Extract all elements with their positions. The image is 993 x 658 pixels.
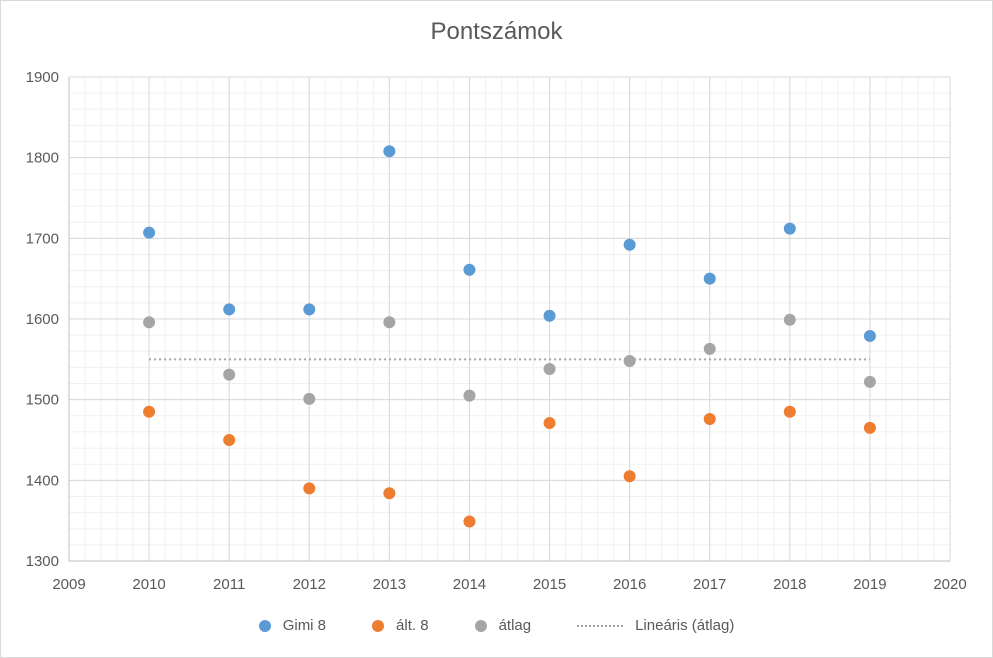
legend-label-series-0: Gimi 8 <box>282 617 327 634</box>
x-tick-label: 2015 <box>533 576 566 593</box>
x-tick-label: 2012 <box>293 576 326 593</box>
legend-marker-series-1 <box>372 619 385 632</box>
x-tick-label: 2020 <box>933 576 966 593</box>
data-point-series-0 <box>703 272 716 285</box>
data-point-series-2 <box>543 363 556 376</box>
x-tick-label: 2010 <box>132 576 165 593</box>
data-point-series-2 <box>223 368 236 381</box>
legend-item-series-2: átlag <box>474 617 532 634</box>
data-point-series-0 <box>463 263 476 276</box>
data-point-series-2 <box>303 392 316 405</box>
data-point-series-0 <box>543 309 556 322</box>
data-point-series-0 <box>863 329 876 342</box>
data-point-series-2 <box>863 375 876 388</box>
data-point-series-0 <box>143 226 156 239</box>
data-point-series-1 <box>223 434 236 446</box>
x-tick-label: 2017 <box>693 576 726 593</box>
chart-title: Pontszámok <box>430 18 563 45</box>
legend-marker-series-2 <box>474 619 487 632</box>
y-tick-label: 1300 <box>26 553 59 570</box>
legend-item-series-0: Gimi 8 <box>258 617 327 634</box>
data-point-series-2 <box>463 389 476 402</box>
x-tick-label: 2013 <box>373 576 406 593</box>
legend-marker-trendline <box>577 624 624 627</box>
y-tick-label: 1400 <box>26 472 59 489</box>
data-point-series-1 <box>463 515 476 528</box>
y-tick-label: 1600 <box>26 311 59 328</box>
x-tick-label: 2014 <box>453 576 486 593</box>
legend-label-series-2: átlag <box>498 617 532 634</box>
data-point-series-0 <box>383 145 396 158</box>
data-point-series-2 <box>143 316 156 329</box>
data-point-series-0 <box>783 222 796 235</box>
data-point-series-1 <box>543 417 556 430</box>
y-tick-label: 1900 <box>26 69 59 86</box>
x-tick-label: 2016 <box>613 576 646 593</box>
legend-label-trendline: Lineáris (átlag) <box>635 617 735 634</box>
data-point-series-1 <box>863 421 876 434</box>
data-point-series-2 <box>783 313 796 326</box>
data-point-series-1 <box>783 405 796 418</box>
x-tick-label: 2009 <box>52 576 85 593</box>
y-tick-label: 1500 <box>26 392 59 409</box>
data-point-series-1 <box>383 487 396 500</box>
x-tick-label: 2018 <box>773 576 806 593</box>
chart-legend: Gimi 8 ált. 8 átlag Lineáris (átlag) <box>0 617 993 634</box>
data-point-series-1 <box>623 470 636 483</box>
data-point-series-0 <box>223 303 236 316</box>
data-point-series-1 <box>303 482 316 495</box>
legend-item-trendline: Lineáris (átlag) <box>577 617 734 634</box>
data-point-series-1 <box>143 405 156 418</box>
legend-marker-series-0 <box>258 619 271 632</box>
data-point-series-2 <box>703 342 716 355</box>
data-point-series-2 <box>623 354 636 367</box>
data-point-series-0 <box>303 303 316 316</box>
legend-item-series-1: ált. 8 <box>372 617 429 634</box>
data-point-series-2 <box>383 316 396 329</box>
x-tick-label: 2019 <box>853 576 886 593</box>
data-point-series-1 <box>703 413 716 426</box>
y-tick-label: 1800 <box>26 150 59 167</box>
x-tick-label: 2011 <box>213 576 245 593</box>
legend-label-series-1: ált. 8 <box>396 617 429 634</box>
y-tick-label: 1700 <box>26 230 59 247</box>
data-point-series-0 <box>623 238 636 251</box>
